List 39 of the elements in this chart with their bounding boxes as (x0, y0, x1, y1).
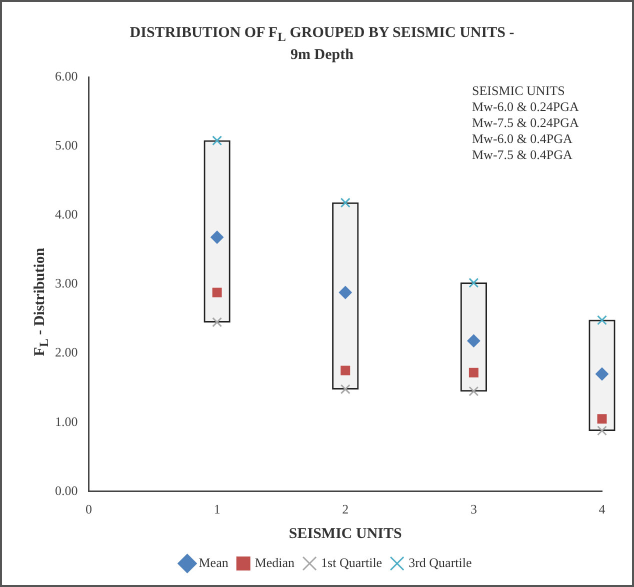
x-axis-title: SEISMIC UNITS (288, 526, 402, 542)
y-tick-label: 5.00 (55, 137, 78, 152)
annotation: Mw-6.0 & 0.4PGA (472, 130, 574, 146)
y-tick-label: 0.00 (55, 482, 78, 498)
point (597, 315, 607, 326)
point (340, 366, 350, 376)
y-tick-label: 1.00 (55, 414, 78, 429)
legend-label: Mean (198, 554, 229, 570)
x-tick-label: 3 (470, 502, 477, 517)
chart-title: DISTRIBUTION OF F$_{L}$ GROUPED BY SEISMIC UNITS - 9m Depth (128, 24, 516, 64)
point (212, 136, 222, 146)
legend-label: Median (254, 554, 296, 570)
point (340, 384, 350, 394)
annotation: Mw-7.5 & 0.24PGA (472, 114, 580, 130)
point (596, 367, 608, 380)
point (468, 368, 478, 378)
annotation: SEISMIC UNITS (472, 82, 565, 98)
point (212, 317, 222, 328)
point (467, 334, 480, 348)
point (597, 426, 607, 436)
point (212, 288, 222, 298)
y-tick-label: 3.00 (55, 276, 78, 291)
legend-label: 3rd Quartile (408, 554, 472, 570)
point (468, 278, 479, 288)
legend-label: 1st Quartile (321, 554, 382, 570)
point (338, 286, 352, 299)
annotation: Mw-6.0 & 0.24PGA (472, 98, 580, 114)
x-tick-label: 1 (214, 502, 220, 517)
x-tick-label: 4 (598, 502, 606, 517)
x-tick-label: 0 (86, 502, 92, 517)
y-tick-label: 2.00 (55, 344, 78, 360)
x-tick-label: 2 (342, 502, 349, 517)
point (597, 414, 607, 424)
annotation: Mw-7.5 & 0.4PGA (472, 146, 574, 162)
point (468, 386, 479, 396)
point (340, 198, 350, 208)
point (210, 230, 224, 244)
y-tick-label: 4.00 (55, 206, 78, 222)
y-tick-label: 6.00 (55, 68, 78, 84)
